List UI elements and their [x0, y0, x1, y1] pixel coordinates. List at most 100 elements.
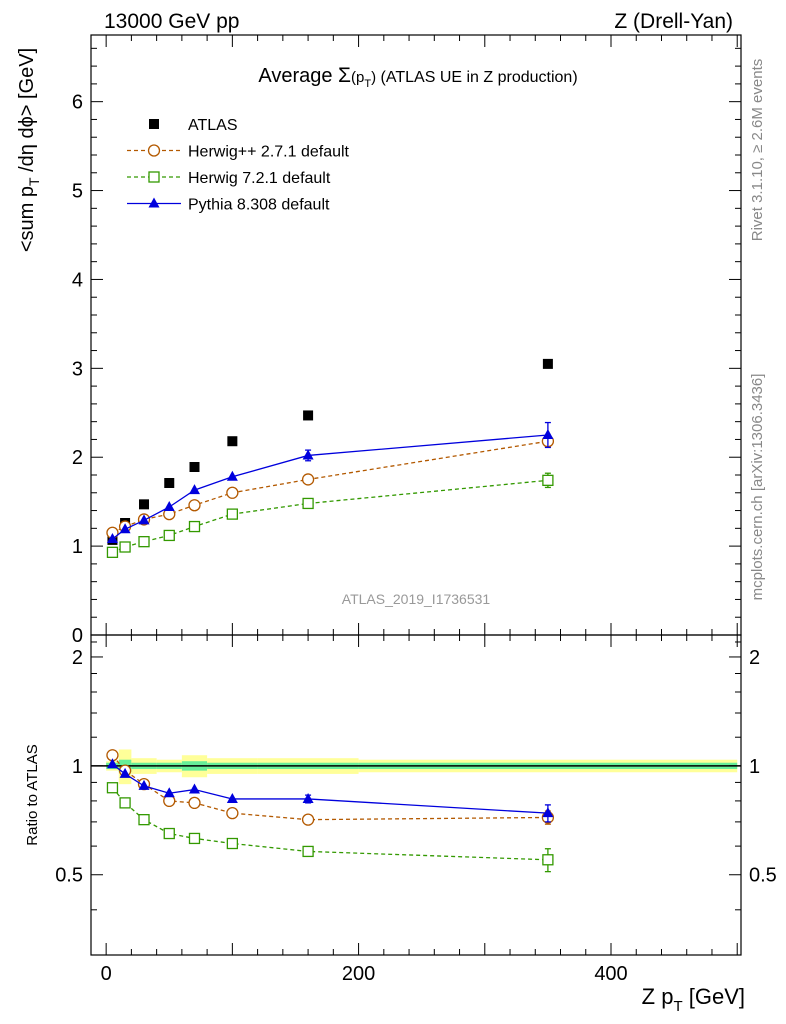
main-data-point	[189, 462, 200, 472]
ratio-data-point	[163, 827, 175, 840]
legend-marker	[149, 119, 159, 129]
axes-layer: 0 1 2 3 4 5 6 0 200 400 0.5 0.5 1 1 2 2	[55, 34, 777, 985]
main-data-point	[138, 514, 150, 525]
main-data-point	[542, 358, 553, 369]
header-right-label: Z (Drell-Yan)	[614, 10, 733, 33]
legend-label: Herwig 7.2.1 default	[188, 170, 331, 187]
main-data-point	[188, 484, 200, 495]
ratio-series-herwig-7-2-1-default	[106, 782, 554, 873]
ratio-y-tick-label-right: 2	[749, 647, 760, 669]
main-ylabel-text: <sum p	[16, 186, 38, 252]
ratio-data-point	[188, 832, 201, 845]
ratio-data-point	[542, 854, 554, 866]
ratio-plot-frame	[90, 634, 742, 956]
ratio-data-point	[188, 796, 201, 810]
x-axis-label-unit: [GeV]	[683, 984, 745, 1009]
main-data-point	[301, 473, 315, 486]
main-ylabel-subscript: T	[26, 177, 42, 186]
ratio-data-point	[119, 767, 131, 778]
main-data-point	[106, 533, 118, 543]
main-data-point	[164, 478, 175, 488]
main-series-herwig-7-2-1-default	[106, 472, 554, 558]
ratio-y-tick-label-right: 1	[749, 756, 760, 778]
legend-label: Herwig++ 2.7.1 default	[188, 144, 350, 161]
plot-title-suffix: (ATLAS UE in Z production)	[376, 69, 578, 86]
ratio-data-point	[542, 807, 554, 818]
ratio-y-tick-label-right: 0.5	[749, 865, 777, 887]
main-ylabel: <sum pT /dη dϕ> [GeV]	[16, 48, 42, 252]
main-y-tick-label: 4	[72, 269, 83, 291]
legend-entry-herwig-7-2-1-default: Herwig 7.2.1 default	[127, 170, 331, 187]
ratio-y-tick-label: 1	[72, 756, 83, 778]
main-data-point	[188, 520, 201, 533]
main-series-line	[112, 440, 548, 534]
plot-title-p: (p	[351, 69, 364, 86]
ratio-data-point	[163, 787, 175, 798]
plot-title-sigma: Σ	[338, 64, 351, 87]
main-data-point	[163, 501, 175, 511]
main-ylabel-rest: /dη dϕ> [GeV]	[16, 48, 38, 178]
ratio-data-point	[226, 837, 239, 850]
main-data-point	[226, 486, 239, 499]
ratio-y-tick-label: 0.5	[55, 865, 83, 887]
mcplots-reference-label: mcplots.cern.ch [arXiv:1306.3436]	[749, 374, 766, 601]
plot-title-prefix: Average	[258, 65, 338, 87]
main-data-point	[227, 436, 238, 447]
legend: ATLAS Herwig++ 2.7.1 default Herwig 7.2.1 …	[127, 117, 350, 214]
x-tick-label: 200	[342, 963, 375, 985]
main-series-pythia-8-308-default	[106, 421, 554, 543]
main-y-tick-label: 6	[72, 92, 83, 114]
main-data-point	[163, 529, 175, 542]
ratio-data-point	[119, 797, 131, 809]
x-axis-label: Z pT [GeV]	[642, 984, 745, 1015]
main-y-tick-label: 5	[72, 181, 83, 203]
main-data-point	[119, 541, 131, 553]
main-data-point	[302, 497, 314, 510]
main-y-tick-label: 3	[72, 358, 83, 380]
legend-label: ATLAS	[188, 117, 238, 134]
main-data-point	[226, 470, 238, 481]
x-axis-label-text: Z p	[642, 984, 674, 1009]
legend-marker	[147, 144, 161, 157]
plot-title-subscript: T	[364, 78, 371, 90]
x-tick-label: 0	[101, 963, 112, 985]
analysis-watermark: ATLAS_2019_I1736531	[342, 591, 491, 607]
main-data-point	[139, 499, 150, 510]
legend-marker	[148, 197, 160, 208]
ratio-data-point	[302, 845, 314, 858]
rivet-version-label: Rivet 3.1.10, ≥ 2.6M events	[749, 59, 766, 242]
series-layer	[106, 358, 555, 873]
x-tick-label: 400	[594, 963, 627, 985]
main-y-tick-label: 1	[72, 536, 83, 558]
ratio-data-point	[138, 779, 150, 790]
plot-title: Average Σ(pT) (ATLAS UE in Z production)	[258, 64, 577, 90]
main-data-point	[302, 449, 314, 460]
ratio-data-point	[138, 814, 150, 826]
ratio-y-tick-label: 2	[72, 647, 83, 669]
legend-marker	[148, 171, 160, 183]
ratio-series-line	[111, 787, 548, 861]
ratio-data-point	[301, 813, 315, 826]
ratio-ylabel: Ratio to ATLAS	[24, 744, 41, 845]
main-data-point	[542, 474, 554, 486]
ratio-uncertainty-bands	[91, 749, 741, 785]
legend-entry-herwig-2-7-1-default: Herwig++ 2.7.1 default	[127, 144, 350, 161]
plot-title-close: )	[371, 69, 376, 86]
main-y-tick-label: 0	[72, 625, 83, 647]
main-data-point	[226, 508, 239, 520]
ratio-data-point	[188, 783, 200, 794]
ratio-data-point	[302, 792, 314, 803]
main-data-point	[303, 410, 314, 421]
main-series-line	[112, 434, 548, 540]
main-series-line	[112, 479, 548, 553]
ratio-data-point	[226, 807, 239, 820]
ratio-data-point	[106, 782, 119, 794]
legend-label: Pythia 8.308 default	[188, 197, 330, 214]
x-axis-label-subscript: T	[673, 998, 682, 1015]
legend-entry-atlas: ATLAS	[149, 117, 238, 134]
main-data-point	[188, 499, 201, 512]
main-data-point	[119, 523, 131, 534]
main-data-point	[138, 536, 150, 548]
main-data-point	[542, 429, 554, 439]
